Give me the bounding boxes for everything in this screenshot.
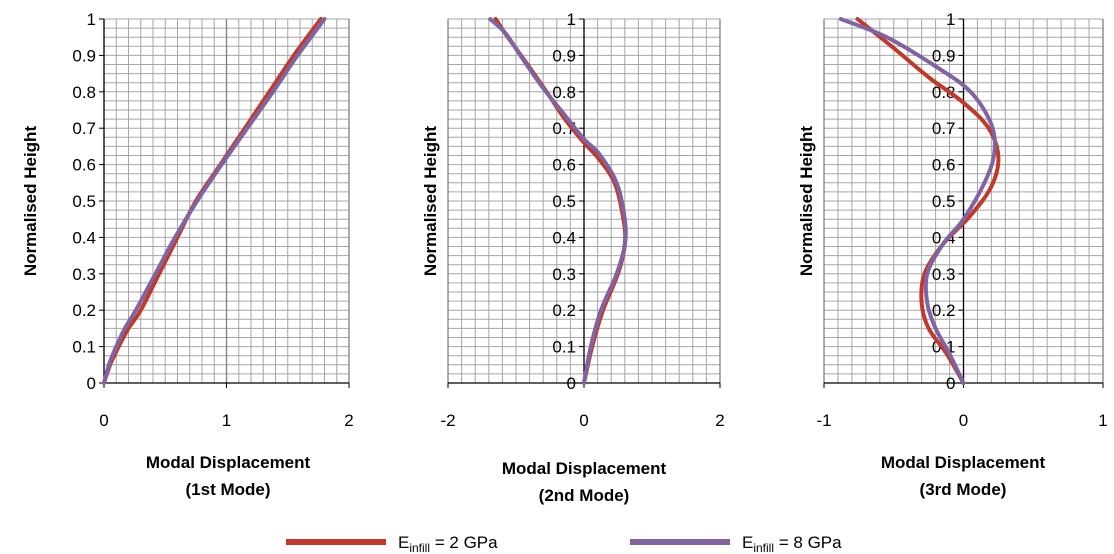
y-tick-label: 0.6 [72,156,96,175]
y-tick-label: 0.7 [72,119,96,138]
y-tick-label: 0.8 [552,83,576,102]
series-line-2gpa [855,17,1001,385]
series-line-8gpa [838,17,997,385]
y-tick-label: 0 [946,374,955,393]
y-tick-label: 0.3 [932,265,956,284]
legend: Einfill = 2 GPa Einfill = 8 GPa [286,533,842,554]
y-tick-label: 1 [567,10,576,29]
y-tick-label: 1 [87,10,96,29]
x-axis-label: Modal Displacement [881,453,1046,472]
y-tick-label: 1 [946,10,955,29]
x-axis-label: Modal Displacement [502,459,667,478]
x-axis-label: Modal Displacement [146,453,311,472]
series-line-8gpa [488,17,628,385]
x-tick-label: 0 [579,411,588,430]
y-tick-label: 0.6 [552,156,576,175]
x-tick-label: 0 [959,411,968,430]
y-tick-label: 0.4 [552,228,576,247]
y-tick-label: 0.5 [72,192,96,211]
y-tick-label: 0.3 [552,265,576,284]
y-tick-label: 0.1 [552,338,576,357]
x-tick-label: -1 [816,411,831,430]
y-tick-label: 0.2 [932,301,956,320]
x-tick-label: 2 [715,411,724,430]
series-line-2gpa [102,17,323,385]
y-axis-label: Normalised Height [21,126,40,277]
y-tick-label: 0.4 [72,228,96,247]
y-tick-label: 0.5 [932,192,956,211]
y-axis-label: Normalised Height [797,126,816,277]
chart-mode1: 0 0.1 0.2 0.3 0.4 0.5 0.6 0.7 0.8 0.9 1 0 1 2 Normalis… [21,10,354,499]
y-tick-label: 0 [567,374,576,393]
y-tick-label: 0 [87,374,96,393]
y-tick-label: 0.5 [552,192,576,211]
grid [823,18,1104,384]
chart-mode2: 00.10.20.30.40.50.60.70.80.91-2 0 2Normali… [421,10,725,505]
y-tick-label: 0.8 [72,83,96,102]
x-tick-label: 1 [1098,411,1107,430]
x-axis-label-mode: (2nd Mode) [539,486,630,505]
x-tick-label: -2 [440,411,455,430]
x-tick-label: 0 [99,411,108,430]
legend-label-8gpa: Einfill = 8 GPa [742,533,842,554]
y-tick-label: 0.3 [72,265,96,284]
x-tick-label: 1 [222,411,231,430]
y-tick-label: 0.9 [72,46,96,65]
y-tick-label: 0.9 [552,46,576,65]
y-tick-label: 0.2 [72,301,96,320]
x-axis-label-mode: (1st Mode) [186,480,271,499]
y-tick-label: 0.6 [932,156,956,175]
y-tick-label: 0.9 [932,46,956,65]
x-axis-label-mode: (3rd Mode) [920,480,1007,499]
grid [103,18,350,384]
series-line-8gpa [102,17,327,385]
chart-mode3: 00.10.20.30.40.50.60.70.80.91-1 0 1Normali… [797,10,1108,499]
x-tick-label: 2 [344,411,353,430]
chart-panels: 0 0.1 0.2 0.3 0.4 0.5 0.6 0.7 0.8 0.9 1 0 1 2 Normalis… [21,10,1108,505]
legend-label-2gpa: Einfill = 2 GPa [398,533,498,554]
y-tick-label: 0.8 [932,83,956,102]
y-axis-label: Normalised Height [421,126,440,277]
y-tick-label: 0.1 [72,338,96,357]
y-tick-label: 0.2 [552,301,576,320]
y-tick-label: 0.7 [932,119,956,138]
